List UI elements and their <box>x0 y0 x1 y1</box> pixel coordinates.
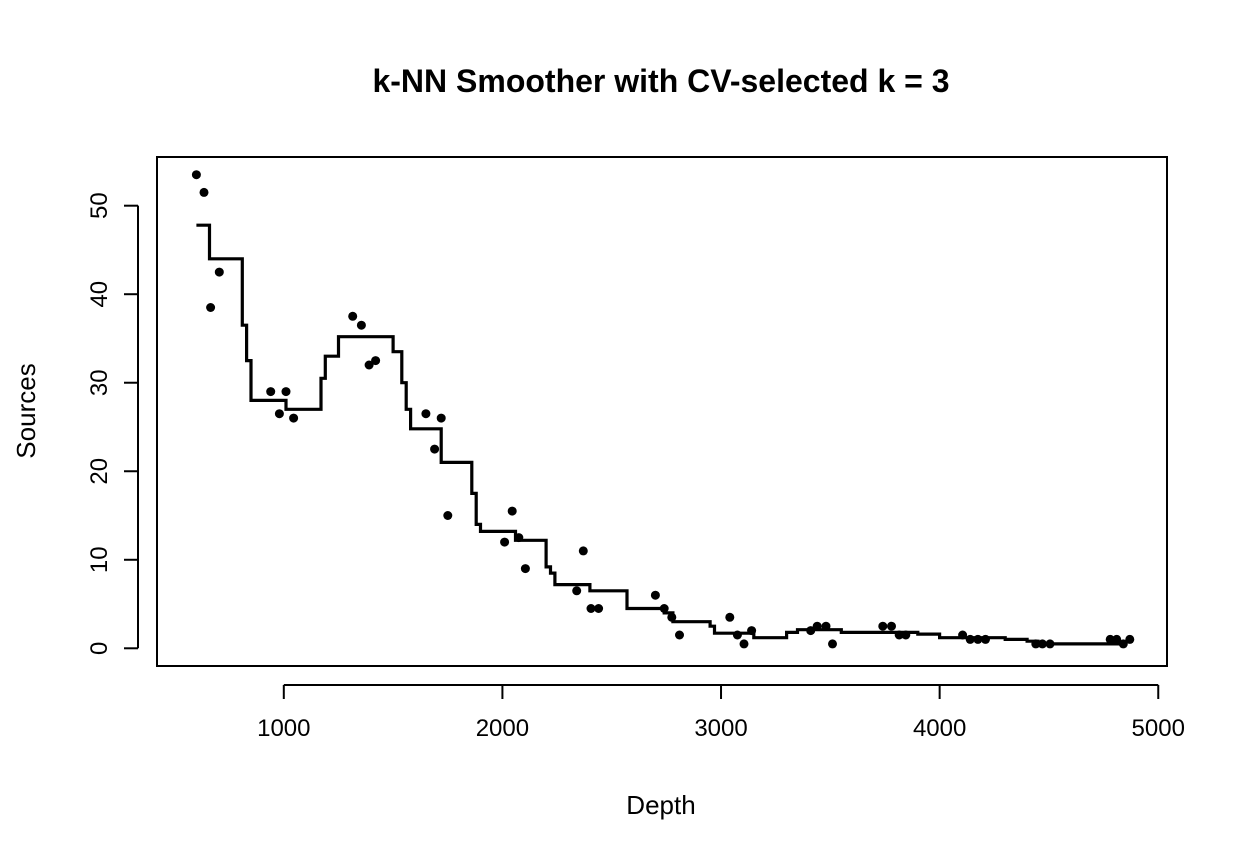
chart-title: k-NN Smoother with CV-selected k = 3 <box>372 63 949 99</box>
y-tick-label: 50 <box>86 192 113 219</box>
data-point <box>443 511 453 520</box>
x-tick-label: 3000 <box>694 715 747 742</box>
data-points-group <box>191 170 1135 649</box>
data-point <box>894 630 904 640</box>
smoother-line-group <box>196 223 1126 646</box>
data-point <box>806 626 816 636</box>
data-point <box>214 267 224 277</box>
y-axis-label: Sources <box>11 363 41 458</box>
y-tick-label: 40 <box>86 281 113 308</box>
data-point <box>356 320 366 330</box>
data-point <box>732 630 742 640</box>
data-point <box>1037 639 1047 649</box>
data-point <box>965 634 975 644</box>
y-tick-label: 10 <box>86 546 113 573</box>
data-point <box>364 360 374 370</box>
x-tick-label: 2000 <box>476 715 529 742</box>
data-point <box>206 303 216 312</box>
data-point <box>594 604 604 613</box>
data-point <box>199 187 209 197</box>
data-point <box>650 590 660 600</box>
data-point <box>507 506 517 516</box>
data-point <box>958 630 968 640</box>
data-point <box>430 444 440 454</box>
data-point <box>520 564 530 574</box>
data-point <box>1118 639 1128 649</box>
data-point <box>725 612 735 622</box>
data-point <box>1125 634 1135 644</box>
data-point <box>1105 634 1115 644</box>
data-point <box>747 626 757 636</box>
data-point <box>901 630 911 640</box>
data-point <box>887 621 896 631</box>
data-point <box>1112 634 1122 644</box>
data-point <box>191 170 201 180</box>
data-point <box>436 413 446 423</box>
data-point <box>348 311 358 321</box>
data-point <box>1045 639 1055 649</box>
y-tick-label: 30 <box>86 369 113 396</box>
data-point <box>572 586 582 596</box>
data-point <box>266 387 276 397</box>
x-tick-label: 5000 <box>1132 715 1185 742</box>
data-point <box>812 621 822 631</box>
data-point <box>828 639 837 649</box>
data-point <box>500 537 510 547</box>
smoother-step-line <box>196 223 1126 646</box>
data-point <box>878 621 888 631</box>
data-point <box>586 604 596 613</box>
x-axis: 1000 2000 3000 4000 5000 <box>257 684 1185 742</box>
data-point <box>675 630 684 640</box>
x-tick-label: 4000 <box>913 715 966 742</box>
y-tick-label: 0 <box>86 642 113 655</box>
data-point <box>289 413 299 423</box>
x-tick-label: 1000 <box>257 715 310 742</box>
data-point <box>371 356 381 366</box>
plot-frame <box>156 156 1168 667</box>
data-point <box>421 409 431 419</box>
data-point <box>274 409 284 419</box>
data-point <box>514 533 524 543</box>
data-point <box>981 634 990 644</box>
y-axis: 0 10 20 30 40 50 <box>86 192 139 655</box>
data-point <box>281 387 291 397</box>
data-point <box>1031 639 1041 649</box>
x-axis-label: Depth <box>626 790 695 820</box>
data-point <box>667 612 677 622</box>
data-point <box>659 604 669 613</box>
data-point <box>973 634 983 644</box>
data-point <box>739 639 749 649</box>
y-tick-label: 20 <box>86 458 113 485</box>
data-point <box>821 621 831 631</box>
data-point <box>578 546 588 556</box>
